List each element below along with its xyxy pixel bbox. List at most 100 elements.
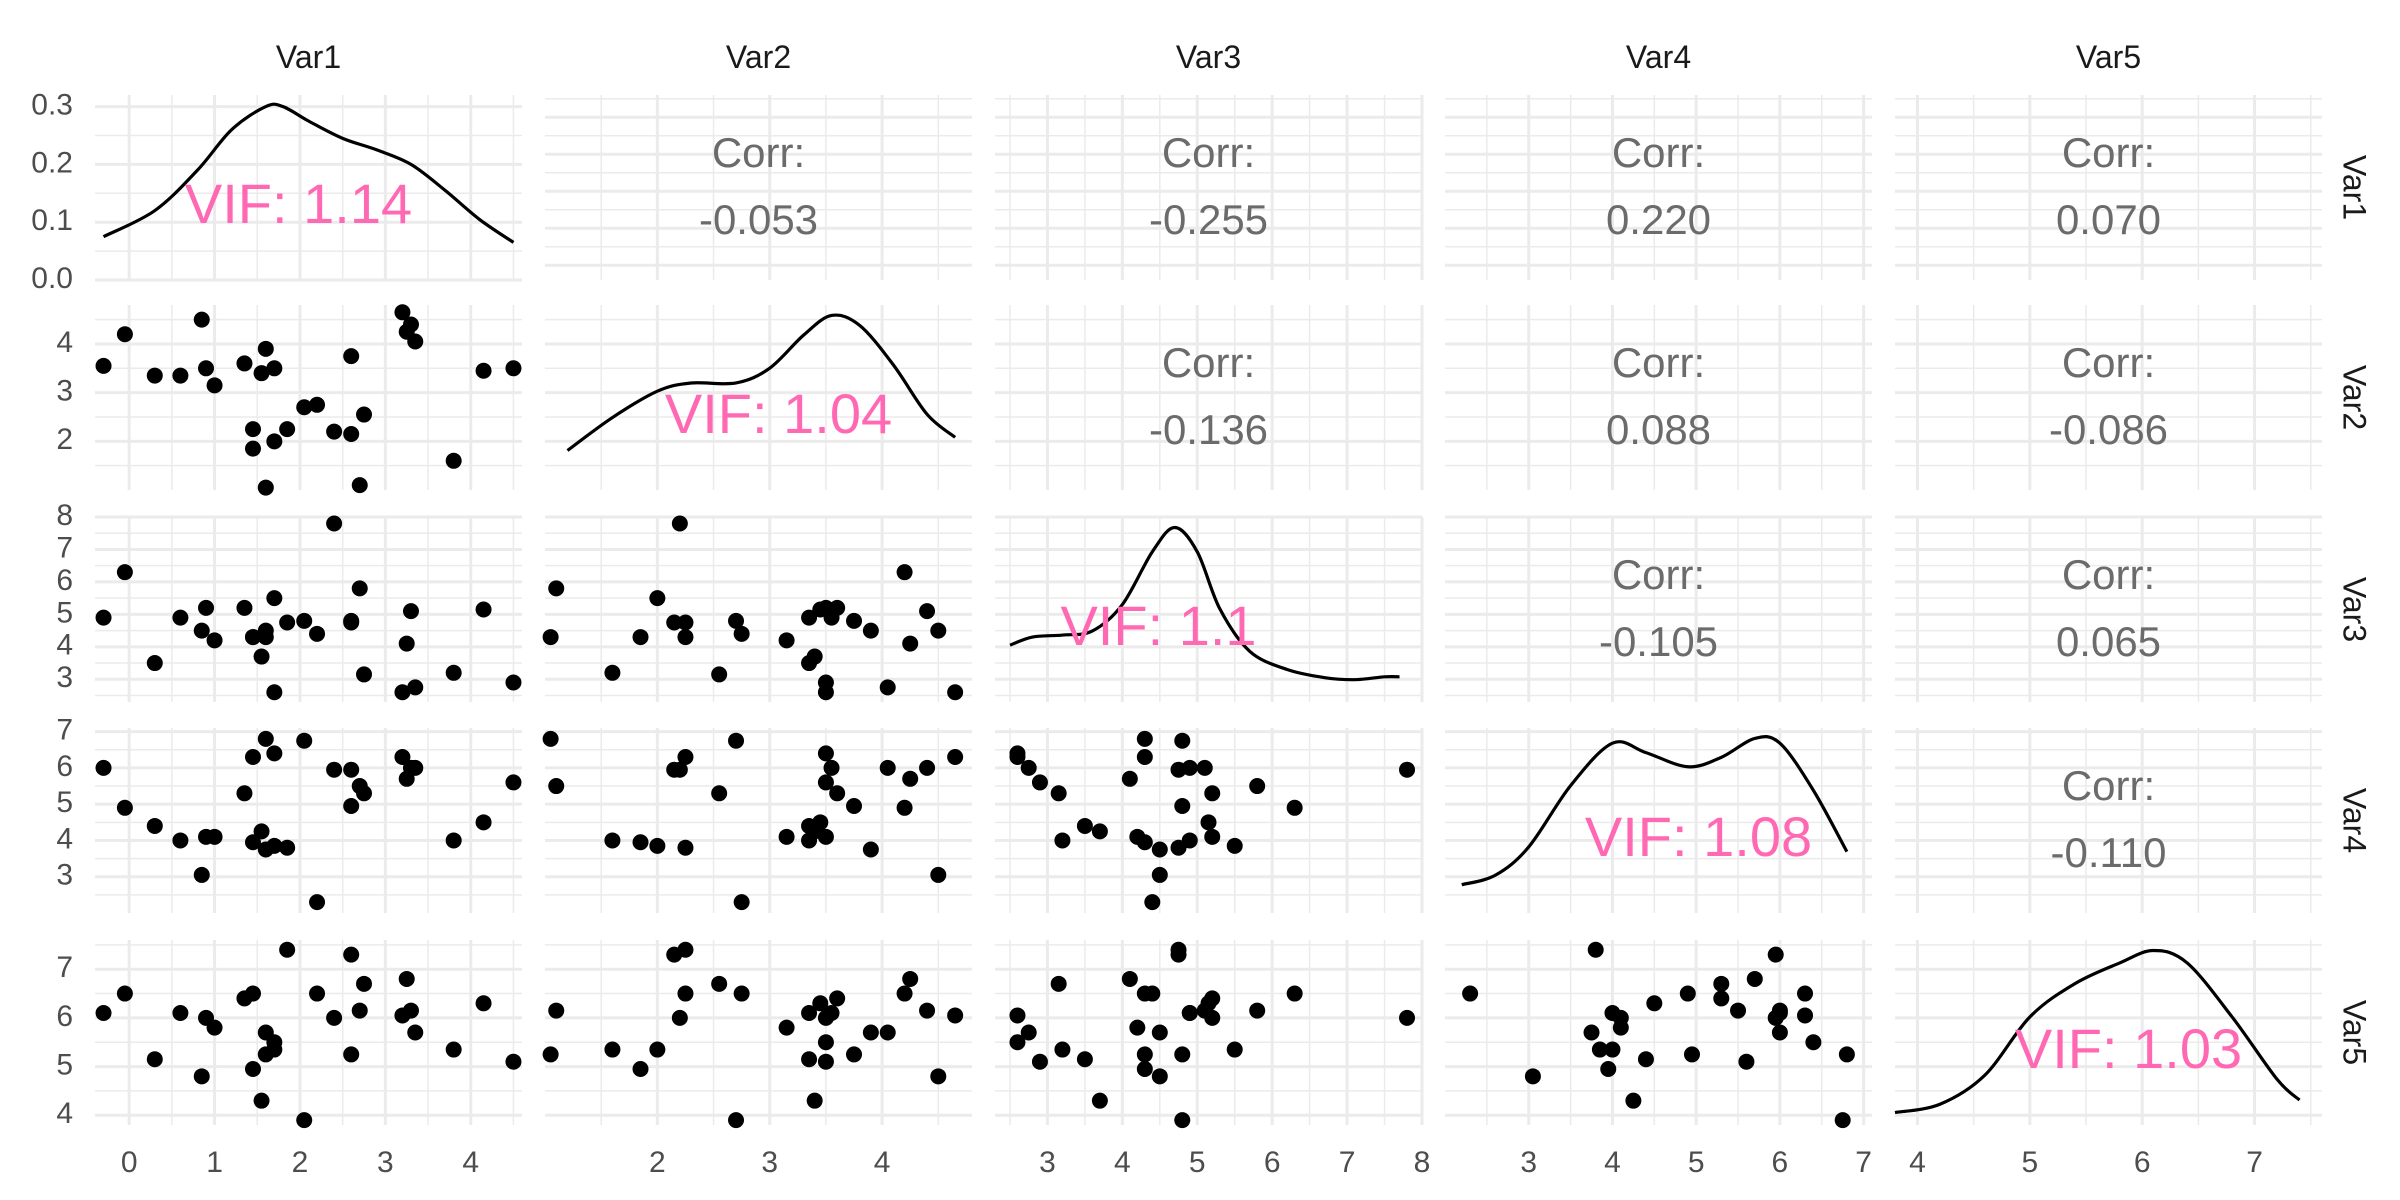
density-curve xyxy=(102,102,515,244)
density-curve xyxy=(1461,735,1849,887)
scatter-point xyxy=(343,797,360,814)
scatter-point xyxy=(236,785,253,802)
scatter-point xyxy=(632,629,649,646)
y-tick-label: 2 xyxy=(56,423,73,456)
panel-grid xyxy=(1895,95,2322,280)
scatter-point xyxy=(806,648,823,665)
scatter-point xyxy=(1604,1041,1621,1058)
scatter-point xyxy=(1587,941,1604,958)
corr-label: Corr: xyxy=(712,129,805,176)
scatter-point xyxy=(475,362,492,379)
panel-grid xyxy=(995,940,1424,1125)
scatter-point xyxy=(778,1019,795,1036)
scatter-point xyxy=(846,1046,863,1063)
scatter-point xyxy=(1583,1024,1600,1041)
scatter-point xyxy=(896,564,913,581)
scatter-point xyxy=(896,799,913,816)
scatter-point xyxy=(896,985,913,1002)
scatter-point xyxy=(257,479,274,496)
scatter-point xyxy=(862,1024,879,1041)
scatter-point xyxy=(1746,970,1763,987)
x-tick-label: 4 xyxy=(1604,1146,1621,1179)
scatter-panel xyxy=(95,515,522,701)
scatter-point xyxy=(817,745,834,762)
scatter-point xyxy=(356,406,373,423)
y-tick-label: 3 xyxy=(56,375,73,408)
scatter-point xyxy=(733,985,750,1002)
panel-grid xyxy=(1895,515,2322,702)
scatter-point xyxy=(402,1002,419,1019)
scatter-point xyxy=(930,866,947,883)
scatter-point xyxy=(257,340,274,357)
y-tick-label: 3 xyxy=(56,859,73,892)
row-strip-label: Var5 xyxy=(2337,1000,2373,1065)
scatter-point xyxy=(1151,1068,1168,1085)
panel-grid xyxy=(95,940,522,1125)
y-tick-label: 5 xyxy=(56,1049,73,1082)
scatter-point xyxy=(649,590,666,607)
x-tick-label: 0 xyxy=(121,1146,138,1179)
scatter-point xyxy=(1174,797,1191,814)
scatter-point xyxy=(1196,759,1213,776)
corr-label: Corr: xyxy=(1162,129,1255,176)
panel-grid xyxy=(1445,95,1872,280)
scatter-point xyxy=(1121,770,1138,787)
scatter-point xyxy=(253,365,270,382)
scatter-point xyxy=(266,684,283,701)
scatter-point xyxy=(733,625,750,642)
scatter-point xyxy=(1286,985,1303,1002)
scatter-point xyxy=(649,1041,666,1058)
vif-label: VIF: 1.04 xyxy=(665,382,892,445)
scatter-point xyxy=(351,1002,368,1019)
panel-grid xyxy=(545,95,972,280)
scatter-point xyxy=(116,564,133,581)
scatter-point xyxy=(930,622,947,639)
scatter-point xyxy=(947,684,964,701)
scatter-panel xyxy=(542,941,964,1129)
scatter-point xyxy=(146,367,163,384)
scatter-point xyxy=(1249,778,1266,795)
scatter-point xyxy=(542,730,559,747)
scatter-point xyxy=(733,894,750,911)
scatter-point xyxy=(1399,761,1416,778)
x-tick-label: 7 xyxy=(1855,1146,1872,1179)
scatter-point xyxy=(253,823,270,840)
scatter-point xyxy=(1646,995,1663,1012)
x-tick-label: 5 xyxy=(2021,1146,2038,1179)
y-tick-label: 7 xyxy=(56,531,73,564)
scatter-point xyxy=(172,1005,189,1022)
scatter-point xyxy=(711,785,728,802)
panel-grid xyxy=(545,515,972,702)
scatter-point xyxy=(95,357,112,374)
scatter-point xyxy=(279,614,296,631)
scatter-point xyxy=(1020,1024,1037,1041)
scatter-point xyxy=(1797,1007,1814,1024)
scatter-point xyxy=(343,348,360,365)
scatter-point xyxy=(1181,1005,1198,1022)
scatter-point xyxy=(1771,1002,1788,1019)
scatter-point xyxy=(95,609,112,626)
scatter-panel xyxy=(542,730,964,911)
row-strip-label: Var4 xyxy=(2337,788,2373,853)
panel-grid xyxy=(545,940,972,1125)
scatter-point xyxy=(326,1009,343,1026)
scatter-point xyxy=(394,749,411,766)
scatter-point xyxy=(172,609,189,626)
scatter-point xyxy=(604,1041,621,1058)
x-tick-label: 2 xyxy=(292,1146,309,1179)
corr-label: Corr: xyxy=(1612,129,1705,176)
panel-grid xyxy=(1445,305,1872,490)
corr-label: Corr: xyxy=(2062,762,2155,809)
scatter-point xyxy=(812,601,829,618)
scatter-point xyxy=(244,749,261,766)
scatter-point xyxy=(902,770,919,787)
scatter-point xyxy=(1151,841,1168,858)
x-tick-label: 4 xyxy=(1909,1146,1926,1179)
scatter-point xyxy=(1226,1041,1243,1058)
scatter-panel xyxy=(95,941,522,1129)
panel-grid xyxy=(1895,305,2322,490)
scatter-panel xyxy=(1009,730,1416,911)
y-tick-label: 8 xyxy=(56,499,73,532)
panel-grid xyxy=(1445,940,1872,1125)
scatter-point xyxy=(206,377,223,394)
